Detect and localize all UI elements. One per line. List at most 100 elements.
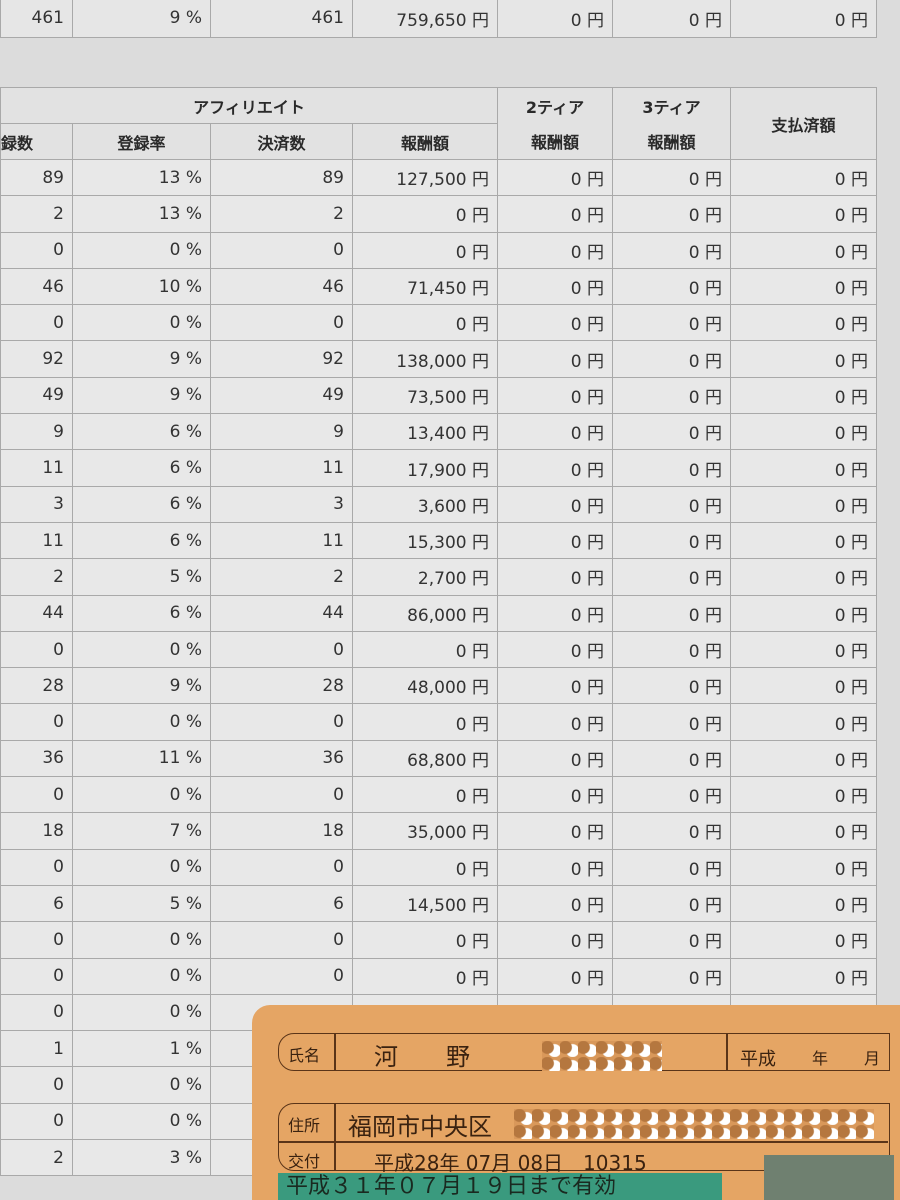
registrations-cell: 89	[0, 158, 73, 197]
rate-cell: 0 %	[72, 957, 211, 995]
header-affiliate: アフィリエイト	[0, 87, 498, 124]
reward-cell: 0 円	[352, 776, 498, 814]
birth-year-suffix: 年	[812, 1049, 829, 1068]
paid-cell: 0 円	[730, 340, 877, 378]
tier3-cell: 0 円	[612, 921, 731, 959]
paid-cell: 0 円	[730, 449, 877, 487]
registrations-cell: 0	[0, 231, 73, 269]
registrations-cell: 44	[0, 594, 73, 632]
summary-cell: 9 %	[72, 0, 211, 38]
license-photo	[764, 1155, 894, 1200]
registrations-cell: 9	[0, 413, 73, 451]
header-registration-rate: 登録率	[72, 123, 211, 160]
address-box	[278, 1103, 890, 1171]
paid-cell: 0 円	[730, 703, 877, 741]
rate-cell: 0 %	[72, 231, 211, 269]
header-settlements: 決済数	[210, 123, 353, 160]
tier3-cell: 0 円	[612, 231, 731, 269]
rate-cell: 1 %	[72, 1030, 211, 1068]
rate-cell: 6 %	[72, 521, 211, 560]
settlements-cell: 6	[210, 884, 353, 923]
reward-cell: 17,900 円	[352, 449, 498, 487]
reward-cell: 73,500 円	[352, 376, 498, 415]
redacted-address	[514, 1109, 874, 1139]
birth-era: 平成	[740, 1049, 776, 1070]
settlements-cell: 89	[210, 158, 353, 197]
registrations-cell: 0	[0, 776, 73, 814]
rate-cell: 6 %	[72, 594, 211, 632]
header-reward: 報酬額	[352, 123, 498, 160]
tier2-cell: 0 円	[497, 485, 613, 523]
tier2-cell: 0 円	[497, 231, 613, 269]
rate-cell: 0 %	[72, 848, 211, 886]
settlements-cell: 0	[210, 703, 353, 741]
paid-cell: 0 円	[730, 558, 877, 596]
tier2-cell: 0 円	[497, 703, 613, 741]
settlements-cell: 92	[210, 340, 353, 378]
settlements-cell: 0	[210, 231, 353, 269]
tier3-cell: 0 円	[612, 594, 731, 632]
tier3-cell: 0 円	[612, 449, 731, 487]
registrations-cell: 2	[0, 1139, 73, 1177]
tier2-cell: 0 円	[497, 630, 613, 669]
paid-cell: 0 円	[730, 231, 877, 269]
tier2-cell: 0 円	[497, 376, 613, 415]
tier3-cell: 0 円	[612, 630, 731, 669]
settlements-cell: 18	[210, 812, 353, 850]
rate-cell: 9 %	[72, 667, 211, 705]
settlements-cell: 46	[210, 267, 353, 306]
validity-band: 平成３１年０７月１９日まで有効	[278, 1173, 722, 1200]
rate-cell: 13 %	[72, 158, 211, 197]
name-label: 氏名	[288, 1046, 321, 1065]
registrations-cell: 36	[0, 739, 73, 778]
settlements-cell: 9	[210, 413, 353, 451]
tier2-cell: 0 円	[497, 848, 613, 886]
tier2-cell: 0 円	[497, 739, 613, 778]
reward-cell: 0 円	[352, 703, 498, 741]
paid-cell: 0 円	[730, 267, 877, 306]
rate-cell: 6 %	[72, 485, 211, 523]
tier3-cell: 0 円	[612, 413, 731, 451]
tier3-cell: 0 円	[612, 957, 731, 995]
registrations-cell: 0	[0, 1066, 73, 1104]
settlements-cell: 49	[210, 376, 353, 415]
summary-cell: 461	[210, 0, 353, 38]
settlements-cell: 44	[210, 594, 353, 632]
header-registrations: 録数	[0, 123, 73, 160]
paid-cell: 0 円	[730, 667, 877, 705]
tier2-cell: 0 円	[497, 558, 613, 596]
reward-cell: 0 円	[352, 304, 498, 342]
tier3-cell: 0 円	[612, 703, 731, 741]
paid-cell: 0 円	[730, 594, 877, 632]
registrations-cell: 0	[0, 848, 73, 886]
reward-cell: 48,000 円	[352, 667, 498, 705]
registrations-cell: 0	[0, 703, 73, 741]
reward-cell: 127,500 円	[352, 158, 498, 197]
summary-cell: 461	[0, 0, 73, 38]
settlements-cell: 2	[210, 195, 353, 233]
settlements-cell: 0	[210, 630, 353, 669]
rate-cell: 7 %	[72, 812, 211, 850]
reward-cell: 0 円	[352, 231, 498, 269]
rate-cell: 6 %	[72, 449, 211, 487]
registrations-cell: 49	[0, 376, 73, 415]
drivers-license-card: 氏名 河 野 平成 年 月 住所 福岡市中央区 交付 平成28年 07月 08日…	[252, 1005, 900, 1200]
tier2-cell: 0 円	[497, 304, 613, 342]
rate-cell: 0 %	[72, 993, 211, 1032]
birth-month-suffix: 月	[864, 1049, 881, 1068]
tier2-cell: 0 円	[497, 884, 613, 923]
tier2-cell: 0 円	[497, 594, 613, 632]
summary-cell: 0 円	[497, 0, 613, 38]
paid-cell: 0 円	[730, 957, 877, 995]
paid-cell: 0 円	[730, 848, 877, 886]
